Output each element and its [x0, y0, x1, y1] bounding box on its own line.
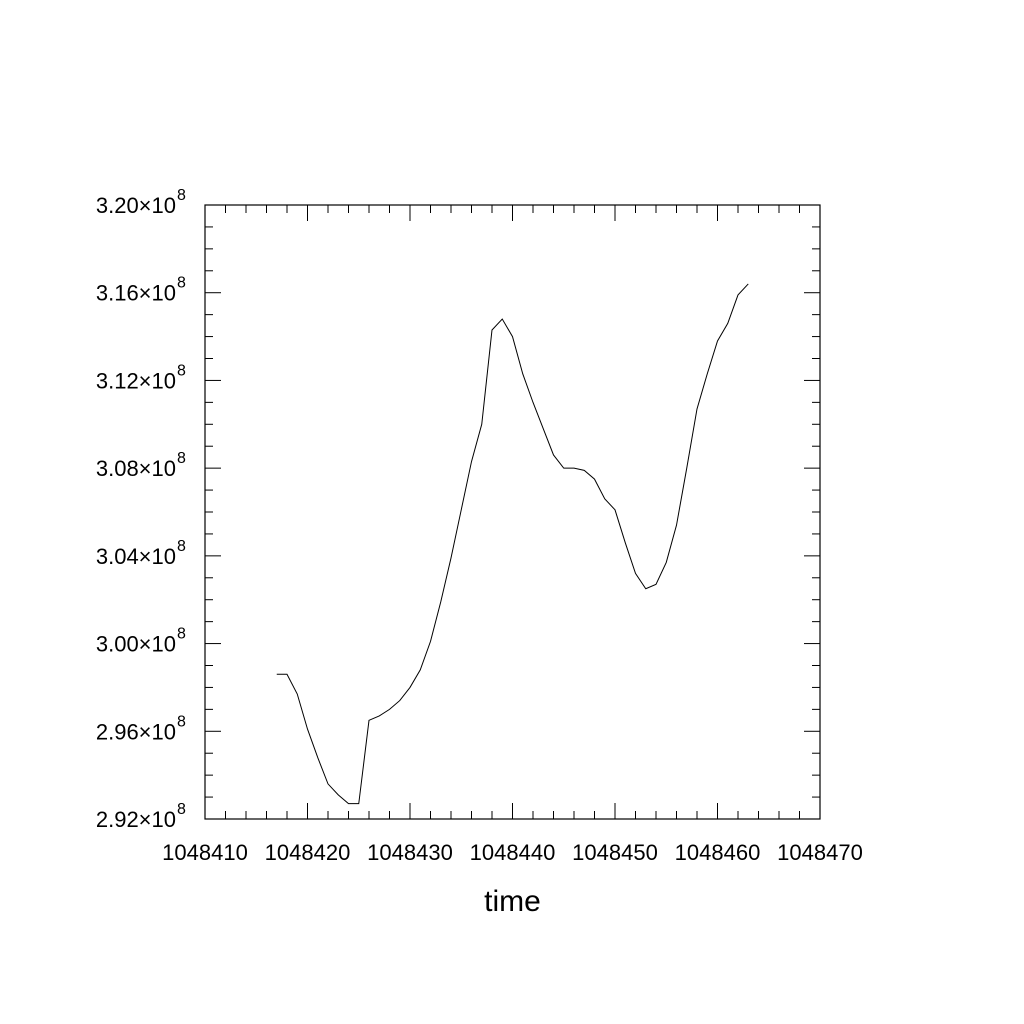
x-axis-title: time: [484, 885, 541, 918]
y-tick-label: 3.20×10: [96, 193, 176, 218]
x-tick-label: 1048410: [162, 840, 248, 865]
y-tick-exponent: 8: [177, 713, 186, 730]
y-tick-label: 2.92×10: [96, 807, 176, 832]
y-tick-exponent: 8: [177, 362, 186, 379]
y-tick-label: 3.00×10: [96, 632, 176, 657]
y-tick-label: 3.08×10: [96, 456, 176, 481]
y-axis-tick-labels: 2.92×10 82.96×10 83.00×10 83.04×10 83.08×10 8…: [96, 187, 186, 832]
y-tick-exponent: 8: [177, 275, 186, 292]
x-tick-label: 1048420: [265, 840, 351, 865]
x-tick-label: 1048430: [367, 840, 453, 865]
y-tick-label: 3.04×10: [96, 544, 176, 569]
y-tick-exponent: 8: [177, 187, 186, 204]
y-tick-exponent: 8: [177, 801, 186, 818]
y-tick-exponent: 8: [177, 538, 186, 555]
x-tick-label: 1048460: [675, 840, 761, 865]
x-axis-ticks: [204, 205, 821, 819]
series-line: [276, 283, 749, 805]
y-tick-label: 3.12×10: [96, 368, 176, 393]
y-tick-label: 2.96×10: [96, 719, 176, 744]
x-tick-label: 1048470: [777, 840, 863, 865]
plot-frame: [204, 204, 821, 820]
y-tick-label: 3.16×10: [96, 281, 176, 306]
x-tick-label: 1048440: [470, 840, 556, 865]
x-tick-label: 1048450: [572, 840, 658, 865]
x-axis-tick-labels: 1048410 1048420 1048430 1048440 1048450 10484…: [162, 840, 863, 865]
y-axis-ticks: [205, 204, 820, 820]
y-tick-exponent: 8: [177, 626, 186, 643]
y-tick-exponent: 8: [177, 450, 186, 467]
